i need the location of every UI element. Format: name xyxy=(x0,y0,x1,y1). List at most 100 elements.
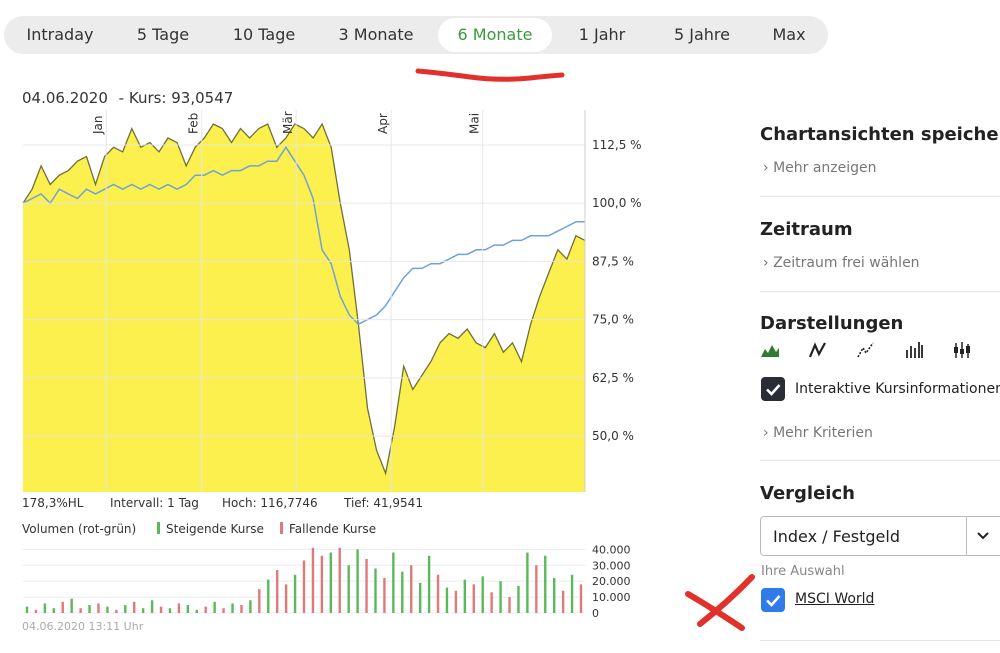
candlestick-chart-icon[interactable] xyxy=(952,340,972,360)
volume-bar xyxy=(267,579,270,613)
red-cross-stroke xyxy=(685,591,745,631)
msci-world-checkbox[interactable] xyxy=(761,588,785,612)
checkmark-icon xyxy=(766,384,781,396)
msci-world-line xyxy=(22,145,585,326)
volume-bar xyxy=(570,574,574,613)
volume-legend-title: Volumen (rot-grün) xyxy=(22,522,137,536)
mehr-kriterien-label: Mehr Kriterien xyxy=(773,425,873,441)
volume-bar xyxy=(133,601,136,613)
volume-bar xyxy=(374,568,377,613)
vergleich-dropdown-value: Index / Festgeld xyxy=(773,527,900,546)
volume-bar xyxy=(79,608,82,613)
x-tick-label: Mai xyxy=(468,113,482,134)
line-chart-icon[interactable] xyxy=(808,340,828,360)
volume-tick-label: 40.000 xyxy=(592,543,631,556)
mehr-anzeigen-label: Mehr anzeigen xyxy=(773,160,877,176)
tab-3-monate[interactable]: 3 Monate xyxy=(338,25,414,44)
chevron-down-icon xyxy=(977,532,989,540)
chevron-right-icon: › xyxy=(763,425,769,441)
tab-6-monate[interactable]: 6 Monate xyxy=(438,18,552,52)
mehr-kriterien-link[interactable]: › Mehr Kriterien xyxy=(763,425,873,441)
volume-bar xyxy=(293,574,297,613)
volume-legend-down-label: Fallende Kurse xyxy=(289,522,377,536)
volume-bar xyxy=(168,608,172,613)
volume-chart[interactable]: 40.000 30.000 20.000 10.000 0 xyxy=(0,538,660,618)
volume-bar xyxy=(213,601,216,613)
tab-1-jahr[interactable]: 1 Jahr xyxy=(578,25,626,44)
volume-bars xyxy=(25,547,583,613)
volume-bar xyxy=(258,589,261,613)
vergleich-dropdown[interactable]: Index / Festgeld xyxy=(760,516,1000,556)
volume-legend-up-label: Steigende Kurse xyxy=(166,522,264,536)
chevron-right-icon: › xyxy=(763,160,769,176)
volume-bar xyxy=(115,609,118,613)
volume-bar xyxy=(231,603,234,613)
volume-bar xyxy=(490,592,493,613)
x-tick-label: Mär xyxy=(281,111,295,134)
stat-hoch: Hoch: 116,7746 xyxy=(222,496,318,510)
volume-bar xyxy=(445,587,449,613)
volume-bar xyxy=(106,606,109,613)
tab-max[interactable]: Max xyxy=(772,25,806,44)
chart-axis-labels: 112,5 % 100,0 % 87,5 % 75,0 % 62,5 % 50,0 % Ja… xyxy=(91,111,641,443)
volume-bar xyxy=(34,609,38,613)
volume-bar xyxy=(410,565,413,613)
zeitraum-link[interactable]: › Zeitraum frei wählen xyxy=(763,255,920,271)
volume-bar xyxy=(454,590,458,613)
zeitraum-link-label: Zeitraum frei wählen xyxy=(773,255,920,271)
volume-legend-down: Fallende Kurse xyxy=(280,522,376,536)
volume-bar xyxy=(508,597,511,613)
volume-bar xyxy=(311,547,315,613)
volume-down-swatch xyxy=(280,522,283,534)
vergleich-heading: Vergleich xyxy=(760,483,855,504)
mehr-anzeigen-link[interactable]: › Mehr anzeigen xyxy=(763,160,877,176)
y-tick-label: 75,0 % xyxy=(592,313,634,327)
bar-ohlc-chart-icon[interactable] xyxy=(904,340,924,360)
divider xyxy=(760,460,1000,461)
chart-grid xyxy=(23,110,586,492)
tab-5-tage[interactable]: 5 Tage xyxy=(136,25,190,44)
volume-bar xyxy=(463,579,467,613)
stat-intervall: Intervall: 1 Tag xyxy=(110,496,199,510)
tab-5-jahre[interactable]: 5 Jahre xyxy=(674,25,730,44)
volume-up-swatch xyxy=(157,522,160,534)
volume-bar xyxy=(302,560,306,613)
volume-bar xyxy=(284,584,288,613)
price-date: 04.06.2020 xyxy=(22,89,108,107)
tab-intraday[interactable]: Intraday xyxy=(26,25,94,44)
volume-bar xyxy=(481,576,484,613)
volume-bar xyxy=(499,581,502,613)
volume-bar xyxy=(535,565,538,613)
area-chart-icon[interactable] xyxy=(760,340,780,360)
volume-bar xyxy=(356,549,359,613)
interactive-info-checkbox[interactable] xyxy=(761,377,785,401)
tab-10-tage[interactable]: 10 Tage xyxy=(232,25,296,44)
volume-bar xyxy=(249,600,252,613)
volume-bar xyxy=(141,608,145,613)
volume-tick-label: 20.000 xyxy=(592,575,631,588)
volume-bar xyxy=(159,606,163,613)
dotted-line-chart-icon[interactable] xyxy=(856,340,876,360)
volume-bar xyxy=(517,585,520,613)
volume-tick-label: 30.000 xyxy=(592,559,631,572)
stat-hl: 178,3%HL xyxy=(22,496,84,510)
volume-bar xyxy=(240,605,243,613)
divider xyxy=(760,196,1000,197)
price-info: 04.06.2020 - Kurs: 93,0547 xyxy=(22,89,233,107)
volume-bar xyxy=(97,603,100,613)
divider xyxy=(760,291,1000,292)
volume-bar xyxy=(526,552,529,613)
msci-world-link[interactable]: MSCI World xyxy=(795,591,875,607)
volume-bar xyxy=(347,565,350,613)
divider xyxy=(760,640,1000,641)
chart-series xyxy=(22,122,586,492)
volume-bar xyxy=(88,605,91,613)
volume-bar xyxy=(561,590,565,613)
volume-bar xyxy=(329,552,333,613)
stat-tief: Tief: 41,9541 xyxy=(344,496,423,510)
y-tick-label: 62,5 % xyxy=(592,371,634,385)
volume-bar xyxy=(436,574,440,613)
volume-bar xyxy=(43,603,47,613)
price-kurs: - Kurs: 93,0547 xyxy=(118,89,234,107)
price-chart[interactable]: 112,5 % 100,0 % 87,5 % 75,0 % 62,5 % 50,0 % Ja… xyxy=(0,105,660,495)
